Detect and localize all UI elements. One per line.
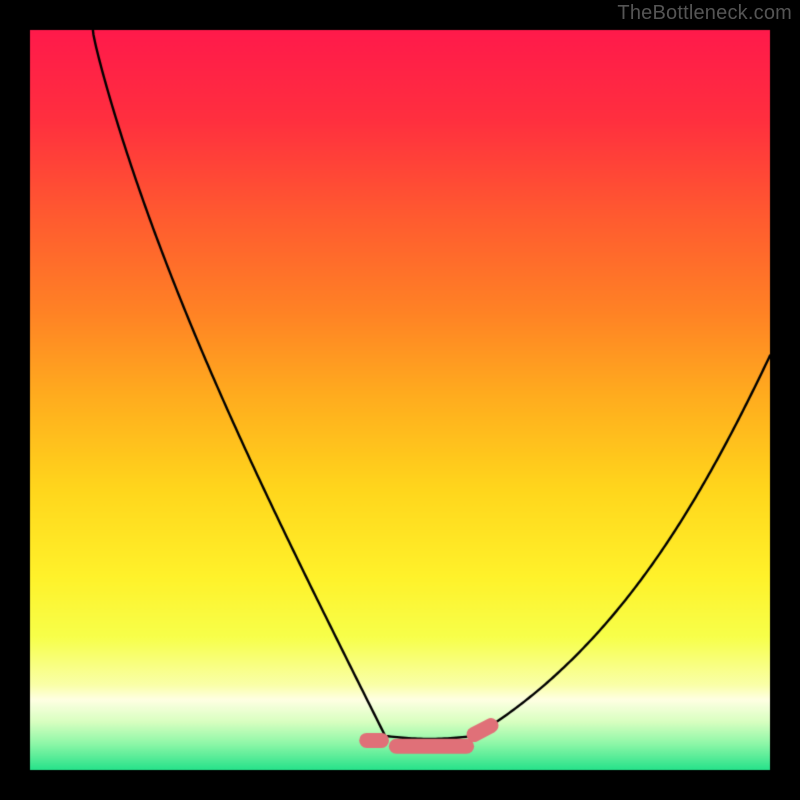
watermark-text: TheBottleneck.com — [617, 2, 792, 25]
chart-stage: TheBottleneck.com — [0, 0, 800, 800]
chart-canvas — [0, 0, 800, 800]
